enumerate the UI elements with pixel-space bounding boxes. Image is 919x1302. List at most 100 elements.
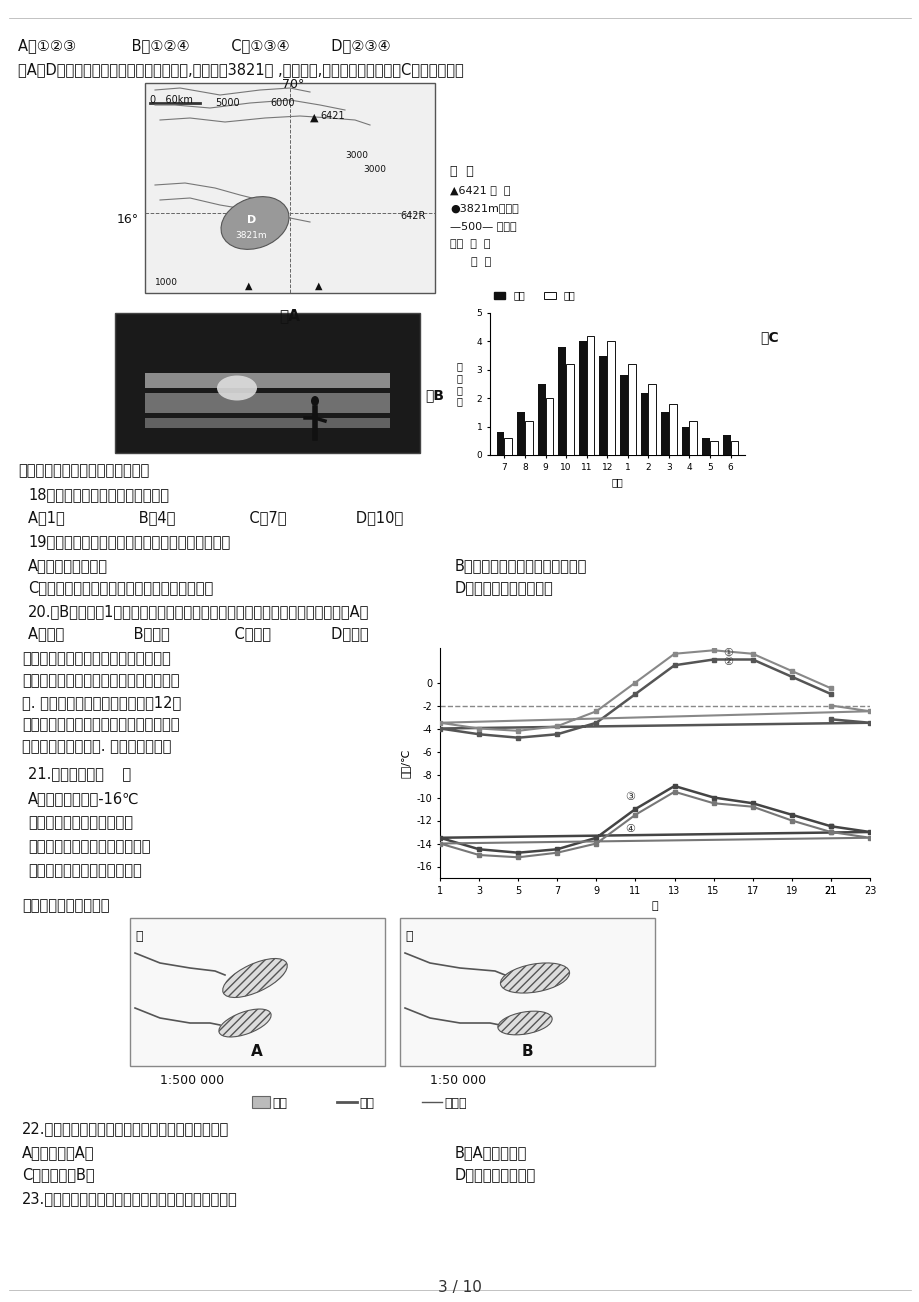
Text: 19．有关该湖泊及其所在地区的表达正确的选项是: 19．有关该湖泊及其所在地区的表达正确的选项是	[28, 534, 230, 549]
Text: 题: 题	[699, 740, 708, 754]
Text: ①: ①	[722, 648, 732, 658]
Text: D．膜内: D．膜内	[699, 838, 737, 854]
Bar	[496, 432, 504, 454]
Text: —500— 等高线: —500— 等高线	[449, 221, 516, 230]
Y-axis label: 相
对
流
量: 相 对 流 量	[456, 362, 462, 406]
Legend: 流出, 流入: 流出, 流入	[489, 286, 579, 305]
Text: 22.关于两图中河湖补给关系的说法，正确的选项是: 22.关于两图中河湖补给关系的说法，正确的选项是	[22, 1121, 229, 1137]
Text: 月）丰、枯雪年的平均气温日变化和丰、: 月）丰、枯雪年的平均气温日变化和丰、	[22, 717, 179, 732]
Text: ▲6421 山  峰: ▲6421 山 峰	[449, 185, 510, 195]
Bar	[688, 421, 697, 454]
Ellipse shape	[217, 375, 256, 401]
Text: 读图，答复以下各题。: 读图，答复以下各题。	[22, 898, 109, 913]
FancyBboxPatch shape	[252, 1096, 269, 1108]
Text: 23.如果两幅图中等高距相同，以下说法正确的选项是: 23.如果两幅图中等高距相同，以下说法正确的选项是	[22, 1191, 237, 1206]
Bar	[516, 413, 525, 454]
Text: 图C: 图C	[759, 329, 777, 344]
Bar	[607, 341, 615, 454]
Text: D: D	[246, 215, 256, 225]
FancyBboxPatch shape	[145, 418, 390, 428]
Text: ④: ④	[625, 824, 635, 835]
Bar	[586, 336, 594, 454]
X-axis label: 时: 时	[651, 901, 658, 911]
Bar	[709, 441, 717, 454]
Text: A．甲河补给A湖: A．甲河补给A湖	[22, 1144, 95, 1160]
Text: 果显: 果显	[699, 673, 717, 687]
Text: 温度日变化因积雪状况差异较大: 温度日变化因积雪状况差异较大	[28, 838, 151, 854]
Text: 21.该地寒冷期（    ）: 21.该地寒冷期（ ）	[28, 766, 131, 781]
Text: ●3821m湖水位: ●3821m湖水位	[449, 203, 518, 214]
Text: B．A湖补给甲河: B．A湖补给甲河	[455, 1144, 527, 1160]
Text: 乙: 乙	[404, 930, 412, 943]
Text: B．气温: B．气温	[699, 792, 735, 806]
Text: 我国某地为保证葡萄植株平安越冬，采: 我国某地为保证葡萄植株平安越冬，采	[22, 651, 171, 667]
Text: 6000: 6000	[269, 98, 294, 108]
Bar	[701, 437, 709, 454]
Text: C．乙河补给B湖: C．乙河补给B湖	[22, 1167, 95, 1182]
Text: 用双层覆: 用双层覆	[699, 651, 734, 667]
Text: 1:50 000: 1:50 000	[429, 1074, 485, 1087]
Text: A．该湖泊是咸水湖: A．该湖泊是咸水湖	[28, 559, 108, 573]
Ellipse shape	[500, 963, 569, 993]
Text: 温度日变化与气温日变化一致: 温度日变化与气温日变化一致	[28, 863, 142, 878]
Text: ▲: ▲	[310, 113, 318, 122]
Bar	[545, 398, 552, 454]
Bar	[722, 435, 730, 454]
Text: 湖  泊: 湖 泊	[449, 256, 491, 267]
Text: 70°: 70°	[282, 78, 304, 91]
Text: C．湖泊所在高原地区气温日较差大，年较差小: C．湖泊所在高原地区气温日较差大，年较差小	[28, 579, 213, 595]
FancyBboxPatch shape	[130, 918, 384, 1066]
Text: C．膜内: C．膜内	[699, 815, 736, 829]
Y-axis label: 气温/℃: 气温/℃	[401, 749, 411, 777]
Bar	[565, 365, 573, 454]
Bar	[578, 341, 586, 454]
Text: 著. 图中的曲线示意当地寒冷期（12月: 著. 图中的曲线示意当地寒冷期（12月	[22, 695, 181, 710]
Text: 18．该湖泊水位最高的月份大约是: 18．该湖泊水位最高的月份大约是	[28, 487, 169, 503]
Ellipse shape	[497, 1012, 551, 1035]
Bar	[661, 413, 668, 454]
Text: 1:500 000: 1:500 000	[160, 1074, 224, 1087]
Bar	[681, 427, 688, 454]
Text: 甲: 甲	[135, 930, 142, 943]
Bar	[599, 355, 607, 454]
X-axis label: 月份: 月份	[611, 478, 623, 487]
Text: 膜内平均温度日变化. 据此完成以下各: 膜内平均温度日变化. 据此完成以下各	[22, 740, 171, 754]
Text: 3000: 3000	[345, 151, 368, 160]
Text: 3000: 3000	[363, 165, 386, 174]
Text: B: B	[521, 1044, 532, 1059]
Text: ③: ③	[625, 792, 635, 802]
Text: A．甲处               B．乙处              C．丙处             D．丁处: A．甲处 B．乙处 C．丙处 D．丁处	[28, 626, 369, 641]
Text: 图B: 图B	[425, 388, 444, 402]
Text: 5000: 5000	[215, 98, 239, 108]
Text: ▲: ▲	[314, 281, 323, 292]
Bar	[504, 437, 512, 454]
Text: 1000: 1000	[154, 279, 177, 286]
Text: 湖泊: 湖泊	[272, 1098, 287, 1111]
Text: 河流: 河流	[358, 1098, 374, 1111]
Text: D．湖泊位于青藏高原上: D．湖泊位于青藏高原上	[455, 579, 553, 595]
Bar	[648, 384, 655, 454]
Bar	[730, 441, 738, 454]
FancyBboxPatch shape	[145, 372, 390, 388]
FancyBboxPatch shape	[145, 393, 390, 413]
Text: 20.图B为一游客1月某日在湖边拍摄的日落照片，该游客所在的位置最可能是图A中: 20.图B为一游客1月某日在湖边拍摄的日落照片，该游客所在的位置最可能是图A中	[28, 604, 369, 618]
Text: 膜技术（两层覆膜间留有一定空间），效: 膜技术（两层覆膜间留有一定空间），效	[22, 673, 179, 687]
Text: A．①②③            B．①②④         C．①③④         D．②③④: A．①②③ B．①②④ C．①③④ D．②③④	[18, 38, 391, 53]
Bar	[668, 404, 676, 454]
Text: ▲: ▲	[244, 281, 252, 292]
Text: ②: ②	[722, 658, 732, 667]
Text: 3821m: 3821m	[234, 230, 267, 240]
Text: 日变化因积雪状况差异较大: 日变化因积雪状况差异较大	[28, 815, 133, 829]
FancyBboxPatch shape	[115, 312, 420, 453]
Text: A: A	[251, 1044, 263, 1059]
Text: D．甲河属于外流河: D．甲河属于外流河	[455, 1167, 536, 1182]
Text: B．湖泊所在地区为热带季风气候: B．湖泊所在地区为热带季风气候	[455, 559, 586, 573]
Text: A．1月                B．4月                C．7月               D．10月: A．1月 B．4月 C．7月 D．10月	[28, 510, 403, 525]
Bar	[537, 384, 545, 454]
Bar	[627, 365, 635, 454]
Text: 图  例: 图 例	[449, 165, 473, 178]
Text: 枯雪年的: 枯雪年的	[699, 717, 734, 732]
Text: 3 / 10: 3 / 10	[437, 1280, 482, 1295]
FancyBboxPatch shape	[145, 83, 435, 293]
Bar	[525, 421, 532, 454]
